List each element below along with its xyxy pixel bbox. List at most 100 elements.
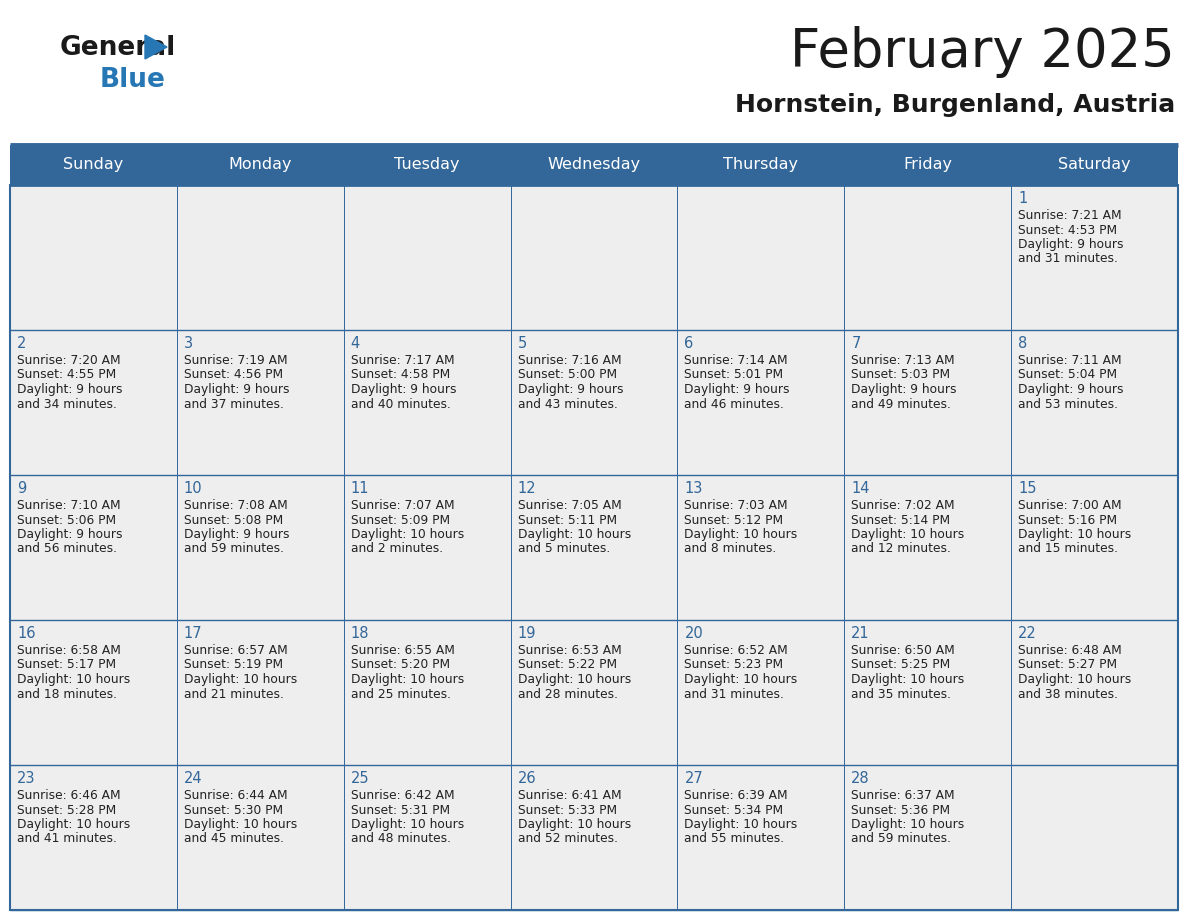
Text: General: General bbox=[61, 35, 176, 61]
Text: Sunrise: 7:08 AM: Sunrise: 7:08 AM bbox=[184, 499, 287, 512]
Text: 20: 20 bbox=[684, 626, 703, 641]
Text: 8: 8 bbox=[1018, 336, 1028, 351]
Text: and 56 minutes.: and 56 minutes. bbox=[17, 543, 116, 555]
Text: 4: 4 bbox=[350, 336, 360, 351]
Text: Daylight: 9 hours: Daylight: 9 hours bbox=[17, 383, 122, 396]
Text: and 37 minutes.: and 37 minutes. bbox=[184, 397, 284, 410]
Text: 16: 16 bbox=[17, 626, 36, 641]
Text: 24: 24 bbox=[184, 771, 202, 786]
Text: and 5 minutes.: and 5 minutes. bbox=[518, 543, 609, 555]
Text: Sunrise: 7:17 AM: Sunrise: 7:17 AM bbox=[350, 354, 454, 367]
Text: 15: 15 bbox=[1018, 481, 1037, 496]
Text: Daylight: 9 hours: Daylight: 9 hours bbox=[684, 383, 790, 396]
Text: and 52 minutes.: and 52 minutes. bbox=[518, 833, 618, 845]
Text: Sunrise: 7:16 AM: Sunrise: 7:16 AM bbox=[518, 354, 621, 367]
Text: 3: 3 bbox=[184, 336, 192, 351]
Bar bbox=[10, 145, 1178, 185]
Text: Saturday: Saturday bbox=[1059, 158, 1131, 173]
Text: Sunset: 5:01 PM: Sunset: 5:01 PM bbox=[684, 368, 784, 382]
Text: Sunday: Sunday bbox=[63, 158, 124, 173]
Text: Daylight: 10 hours: Daylight: 10 hours bbox=[518, 528, 631, 541]
Text: Monday: Monday bbox=[228, 158, 292, 173]
Text: and 43 minutes.: and 43 minutes. bbox=[518, 397, 618, 410]
Text: and 49 minutes.: and 49 minutes. bbox=[852, 397, 952, 410]
Text: Sunrise: 7:11 AM: Sunrise: 7:11 AM bbox=[1018, 354, 1121, 367]
Text: Sunset: 5:16 PM: Sunset: 5:16 PM bbox=[1018, 513, 1117, 527]
Text: Sunset: 5:06 PM: Sunset: 5:06 PM bbox=[17, 513, 116, 527]
Text: Sunrise: 7:10 AM: Sunrise: 7:10 AM bbox=[17, 499, 121, 512]
Bar bbox=[10, 185, 1178, 910]
Text: Daylight: 9 hours: Daylight: 9 hours bbox=[1018, 238, 1124, 251]
Text: and 15 minutes.: and 15 minutes. bbox=[1018, 543, 1118, 555]
Text: Sunset: 5:00 PM: Sunset: 5:00 PM bbox=[518, 368, 617, 382]
Text: and 18 minutes.: and 18 minutes. bbox=[17, 688, 116, 700]
Text: Sunset: 4:56 PM: Sunset: 4:56 PM bbox=[184, 368, 283, 382]
Text: Daylight: 10 hours: Daylight: 10 hours bbox=[17, 673, 131, 686]
Text: Sunrise: 7:02 AM: Sunrise: 7:02 AM bbox=[852, 499, 955, 512]
Text: Daylight: 10 hours: Daylight: 10 hours bbox=[17, 818, 131, 831]
Text: 27: 27 bbox=[684, 771, 703, 786]
Text: 7: 7 bbox=[852, 336, 860, 351]
Text: Sunrise: 7:21 AM: Sunrise: 7:21 AM bbox=[1018, 209, 1121, 222]
Text: 5: 5 bbox=[518, 336, 526, 351]
Text: Sunset: 5:27 PM: Sunset: 5:27 PM bbox=[1018, 658, 1117, 671]
Text: Daylight: 9 hours: Daylight: 9 hours bbox=[184, 383, 290, 396]
Text: Sunrise: 7:20 AM: Sunrise: 7:20 AM bbox=[17, 354, 121, 367]
Bar bbox=[10, 330, 1178, 475]
Text: 23: 23 bbox=[17, 771, 36, 786]
Text: Sunrise: 6:57 AM: Sunrise: 6:57 AM bbox=[184, 644, 287, 657]
Text: Thursday: Thursday bbox=[723, 158, 798, 173]
Text: Sunset: 5:23 PM: Sunset: 5:23 PM bbox=[684, 658, 784, 671]
Text: Sunset: 5:34 PM: Sunset: 5:34 PM bbox=[684, 803, 784, 816]
Polygon shape bbox=[145, 35, 168, 59]
Text: Sunset: 5:20 PM: Sunset: 5:20 PM bbox=[350, 658, 450, 671]
Text: Daylight: 9 hours: Daylight: 9 hours bbox=[852, 383, 956, 396]
Bar bbox=[10, 475, 1178, 620]
Text: Daylight: 10 hours: Daylight: 10 hours bbox=[684, 528, 797, 541]
Text: Hornstein, Burgenland, Austria: Hornstein, Burgenland, Austria bbox=[734, 93, 1175, 117]
Text: Sunset: 5:04 PM: Sunset: 5:04 PM bbox=[1018, 368, 1117, 382]
Text: Sunrise: 6:48 AM: Sunrise: 6:48 AM bbox=[1018, 644, 1121, 657]
Text: and 35 minutes.: and 35 minutes. bbox=[852, 688, 952, 700]
Text: 18: 18 bbox=[350, 626, 369, 641]
Text: Sunset: 5:31 PM: Sunset: 5:31 PM bbox=[350, 803, 450, 816]
Text: Daylight: 10 hours: Daylight: 10 hours bbox=[852, 818, 965, 831]
Text: Sunrise: 6:52 AM: Sunrise: 6:52 AM bbox=[684, 644, 788, 657]
Text: Sunset: 5:22 PM: Sunset: 5:22 PM bbox=[518, 658, 617, 671]
Text: Sunset: 5:33 PM: Sunset: 5:33 PM bbox=[518, 803, 617, 816]
Text: Daylight: 9 hours: Daylight: 9 hours bbox=[518, 383, 623, 396]
Text: Sunrise: 6:53 AM: Sunrise: 6:53 AM bbox=[518, 644, 621, 657]
Text: Sunrise: 6:42 AM: Sunrise: 6:42 AM bbox=[350, 789, 454, 802]
Text: Sunrise: 7:00 AM: Sunrise: 7:00 AM bbox=[1018, 499, 1121, 512]
Text: Sunrise: 7:14 AM: Sunrise: 7:14 AM bbox=[684, 354, 788, 367]
Text: Sunset: 5:12 PM: Sunset: 5:12 PM bbox=[684, 513, 784, 527]
Text: 1: 1 bbox=[1018, 191, 1028, 206]
Text: Daylight: 10 hours: Daylight: 10 hours bbox=[1018, 528, 1131, 541]
Text: Sunset: 5:14 PM: Sunset: 5:14 PM bbox=[852, 513, 950, 527]
Text: Daylight: 10 hours: Daylight: 10 hours bbox=[518, 818, 631, 831]
Bar bbox=[10, 620, 1178, 765]
Text: Sunrise: 6:37 AM: Sunrise: 6:37 AM bbox=[852, 789, 955, 802]
Text: Sunset: 5:09 PM: Sunset: 5:09 PM bbox=[350, 513, 450, 527]
Text: Blue: Blue bbox=[100, 67, 166, 93]
Text: Sunset: 5:28 PM: Sunset: 5:28 PM bbox=[17, 803, 116, 816]
Text: 26: 26 bbox=[518, 771, 536, 786]
Text: Sunrise: 7:13 AM: Sunrise: 7:13 AM bbox=[852, 354, 955, 367]
Text: Daylight: 10 hours: Daylight: 10 hours bbox=[350, 673, 465, 686]
Text: Daylight: 10 hours: Daylight: 10 hours bbox=[350, 818, 465, 831]
Text: Daylight: 9 hours: Daylight: 9 hours bbox=[350, 383, 456, 396]
Text: Wednesday: Wednesday bbox=[548, 158, 640, 173]
Text: Sunset: 5:03 PM: Sunset: 5:03 PM bbox=[852, 368, 950, 382]
Text: 21: 21 bbox=[852, 626, 870, 641]
Text: Daylight: 10 hours: Daylight: 10 hours bbox=[852, 673, 965, 686]
Text: Daylight: 10 hours: Daylight: 10 hours bbox=[518, 673, 631, 686]
Text: and 28 minutes.: and 28 minutes. bbox=[518, 688, 618, 700]
Text: 14: 14 bbox=[852, 481, 870, 496]
Text: Sunset: 5:11 PM: Sunset: 5:11 PM bbox=[518, 513, 617, 527]
Text: Sunrise: 6:55 AM: Sunrise: 6:55 AM bbox=[350, 644, 455, 657]
Text: 9: 9 bbox=[17, 481, 26, 496]
Text: Daylight: 10 hours: Daylight: 10 hours bbox=[350, 528, 465, 541]
Text: Tuesday: Tuesday bbox=[394, 158, 460, 173]
Text: and 55 minutes.: and 55 minutes. bbox=[684, 833, 784, 845]
Text: Daylight: 10 hours: Daylight: 10 hours bbox=[1018, 673, 1131, 686]
